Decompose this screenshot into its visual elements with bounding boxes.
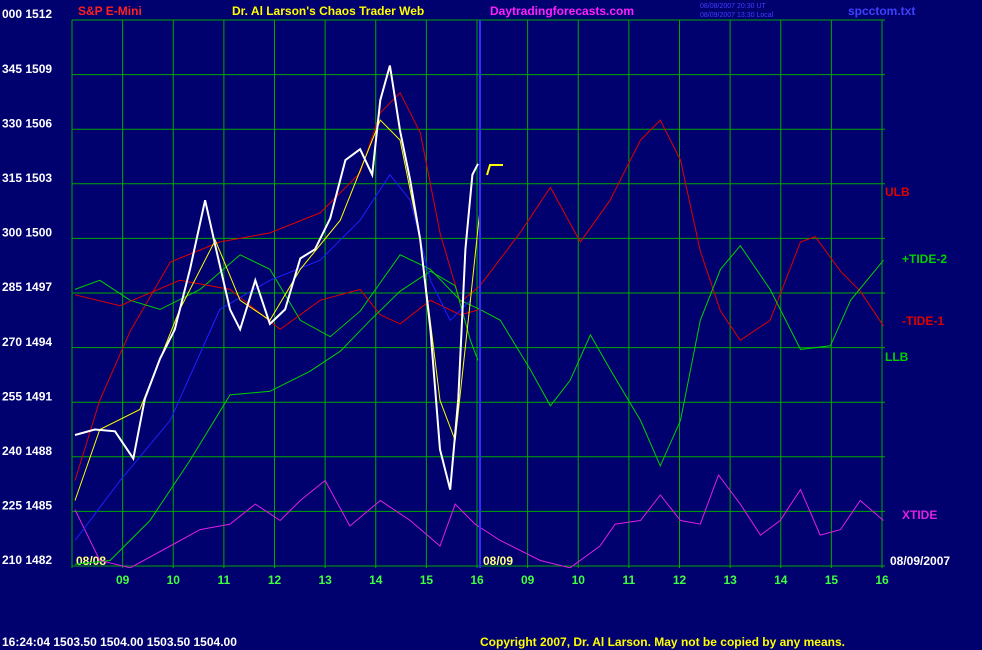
file-name: spcctom.txt bbox=[848, 4, 915, 18]
y-tick-label: 315 1503 bbox=[2, 171, 52, 185]
chart-title: Dr. Al Larson's Chaos Trader Web bbox=[232, 4, 424, 18]
x-tick-label: 13 bbox=[318, 573, 332, 587]
timestamp: 08/09/2007 13:30 Local bbox=[700, 12, 774, 19]
series-layer bbox=[74, 65, 884, 568]
series-line bbox=[74, 91, 884, 481]
series-label: LLB bbox=[885, 350, 909, 364]
copyright: Copyright 2007, Dr. Al Larson. May not b… bbox=[480, 635, 845, 649]
series-line bbox=[74, 173, 471, 541]
y-tick-label: 330 1506 bbox=[2, 116, 52, 130]
x-tick-label: 16 bbox=[470, 573, 484, 587]
y-tick-label: 210 1482 bbox=[2, 553, 52, 567]
y-tick-label: 285 1497 bbox=[2, 280, 52, 294]
y-tick-label: 300 1500 bbox=[2, 226, 52, 240]
y-tick-label: 000 1512 bbox=[2, 7, 52, 21]
x-tick-label: 14 bbox=[369, 573, 383, 587]
x-tick-label: 11 bbox=[623, 573, 636, 587]
x-tick-label: 15 bbox=[420, 573, 434, 587]
series-line bbox=[74, 244, 884, 468]
status-bar: 16:24:04 1503.50 1504.00 1503.50 1504.00 bbox=[2, 635, 237, 649]
timestamp: 08/08/2007 20:30 UT bbox=[700, 3, 766, 10]
series-line bbox=[74, 473, 884, 568]
x-tick-label: 15 bbox=[825, 573, 839, 587]
series-line bbox=[74, 270, 479, 565]
series-label: XTIDE bbox=[902, 508, 937, 522]
x-tick-label: 10 bbox=[167, 573, 181, 587]
x-tick-label: 16 bbox=[875, 573, 889, 587]
x-tick-label: 09 bbox=[116, 573, 130, 587]
series-label: -TIDE-1 bbox=[902, 314, 944, 328]
x-tick-label: 10 bbox=[572, 573, 586, 587]
date-label: 08/09/2007 bbox=[890, 554, 950, 568]
x-tick-label: 13 bbox=[723, 573, 737, 587]
instrument: S&P E-Mini bbox=[78, 4, 142, 18]
y-tick-label: 240 1488 bbox=[2, 444, 52, 458]
series-line bbox=[74, 279, 481, 331]
x-tick-label: 12 bbox=[268, 573, 282, 587]
y-tick-label: 225 1485 bbox=[2, 499, 52, 513]
projection-marker bbox=[486, 164, 503, 176]
y-tick-label: 270 1494 bbox=[2, 335, 52, 349]
x-tick-label: 09 bbox=[521, 573, 535, 587]
x-tick-label: 12 bbox=[673, 573, 687, 587]
website: Daytradingforecasts.com bbox=[490, 4, 634, 18]
series-label: ULB bbox=[885, 185, 910, 199]
y-tick-label: 345 1509 bbox=[2, 62, 52, 76]
x-tick-label: 14 bbox=[774, 573, 788, 587]
y-tick-label: 255 1491 bbox=[2, 389, 52, 403]
series-line bbox=[74, 65, 479, 490]
date-label: 08/09 bbox=[483, 554, 513, 568]
x-tick-label: 11 bbox=[218, 573, 231, 587]
series-label: +TIDE-2 bbox=[902, 252, 947, 266]
grid: 210 1482 225 1485 240 1488 255 1491 270 1494… bbox=[2, 7, 889, 587]
